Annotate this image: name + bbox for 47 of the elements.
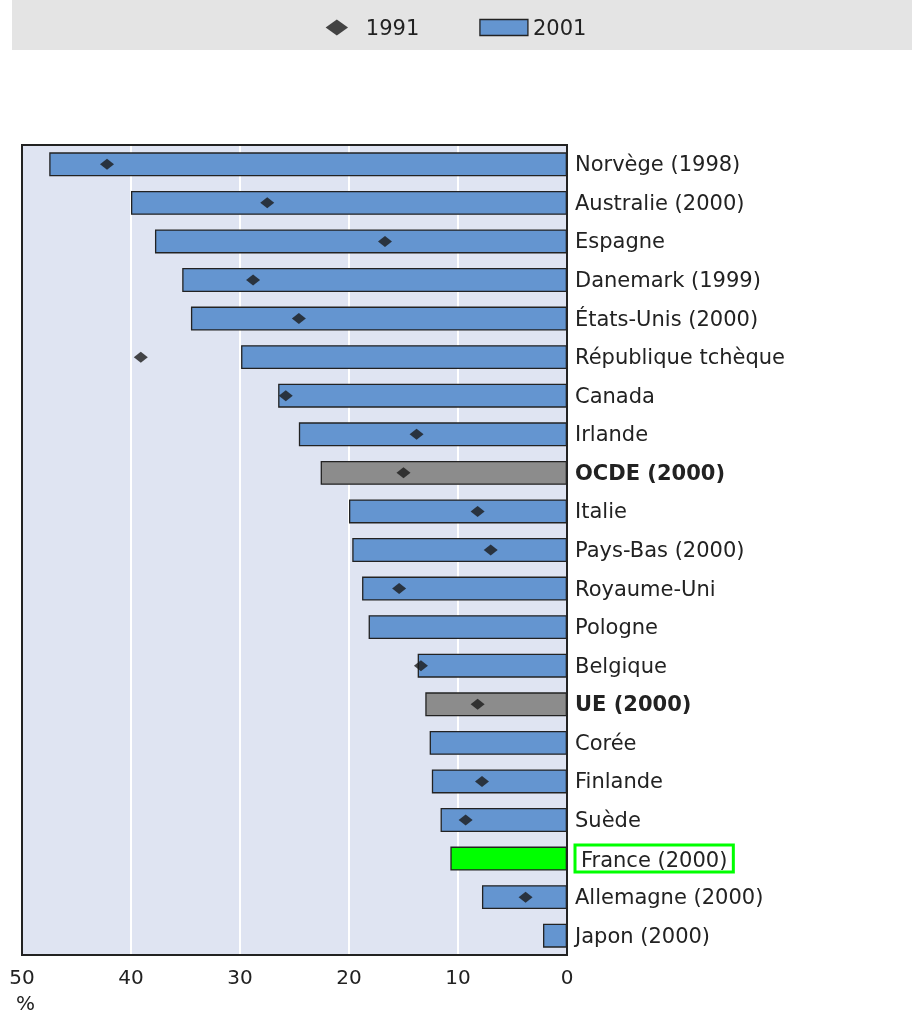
legend-label: 2001 xyxy=(532,15,587,40)
y-tick-label: Belgique xyxy=(575,653,667,678)
point xyxy=(377,235,392,247)
point xyxy=(470,505,485,517)
point xyxy=(458,814,473,826)
y-tick-label: OCDE (2000) xyxy=(575,460,725,485)
y-tick-label: Finlande xyxy=(575,769,663,794)
point xyxy=(409,428,424,440)
point xyxy=(413,660,428,672)
x-tick-label: 0 xyxy=(560,965,574,989)
y-tick-label: Suède xyxy=(575,808,641,832)
y-tick-label: UE (2000) xyxy=(575,692,692,717)
x-tick-label: 30 xyxy=(227,965,253,989)
y-tick-label: France (2000) xyxy=(581,847,728,872)
y-tick-label: Danemark (1999) xyxy=(575,268,761,292)
y-tick-label: Espagne xyxy=(575,229,665,254)
y-tick-label: Royaume-Uni xyxy=(575,576,716,601)
x-tick-label: 40 xyxy=(118,965,144,989)
point xyxy=(133,351,148,363)
point xyxy=(483,544,498,556)
y-tick-label: Irlande xyxy=(575,422,649,447)
point xyxy=(291,313,306,325)
y-tick-label: Canada xyxy=(575,383,655,408)
point xyxy=(100,158,115,170)
y-tick-label: Pologne xyxy=(575,615,659,640)
y-tick-label: Corée xyxy=(575,730,637,755)
point xyxy=(392,583,407,595)
point xyxy=(260,197,275,209)
point xyxy=(246,274,261,286)
y-tick-label: Norvège (1998) xyxy=(575,152,741,177)
y-tick-label: Japon (2000) xyxy=(573,923,711,948)
x-axis-title: % xyxy=(16,991,36,1015)
y-tick-label: Pays-Bas (2000) xyxy=(575,538,745,562)
x-tick-label: 20 xyxy=(336,965,362,989)
y-tick-label: Australie (2000) xyxy=(575,190,745,215)
point xyxy=(396,467,411,479)
x-tick-label: 50 xyxy=(9,965,35,989)
y-tick-label: Italie xyxy=(575,499,627,524)
point xyxy=(470,698,485,710)
point xyxy=(518,891,533,903)
y-tick-label: États-Unis (2000) xyxy=(575,305,759,331)
point xyxy=(278,390,293,402)
legend-label: 1991 xyxy=(365,15,420,40)
y-tick-label: Allemagne (2000) xyxy=(575,885,764,910)
point xyxy=(474,775,489,787)
x-tick-label: 10 xyxy=(445,965,471,989)
y-tick-label: République tchèque xyxy=(575,345,786,370)
